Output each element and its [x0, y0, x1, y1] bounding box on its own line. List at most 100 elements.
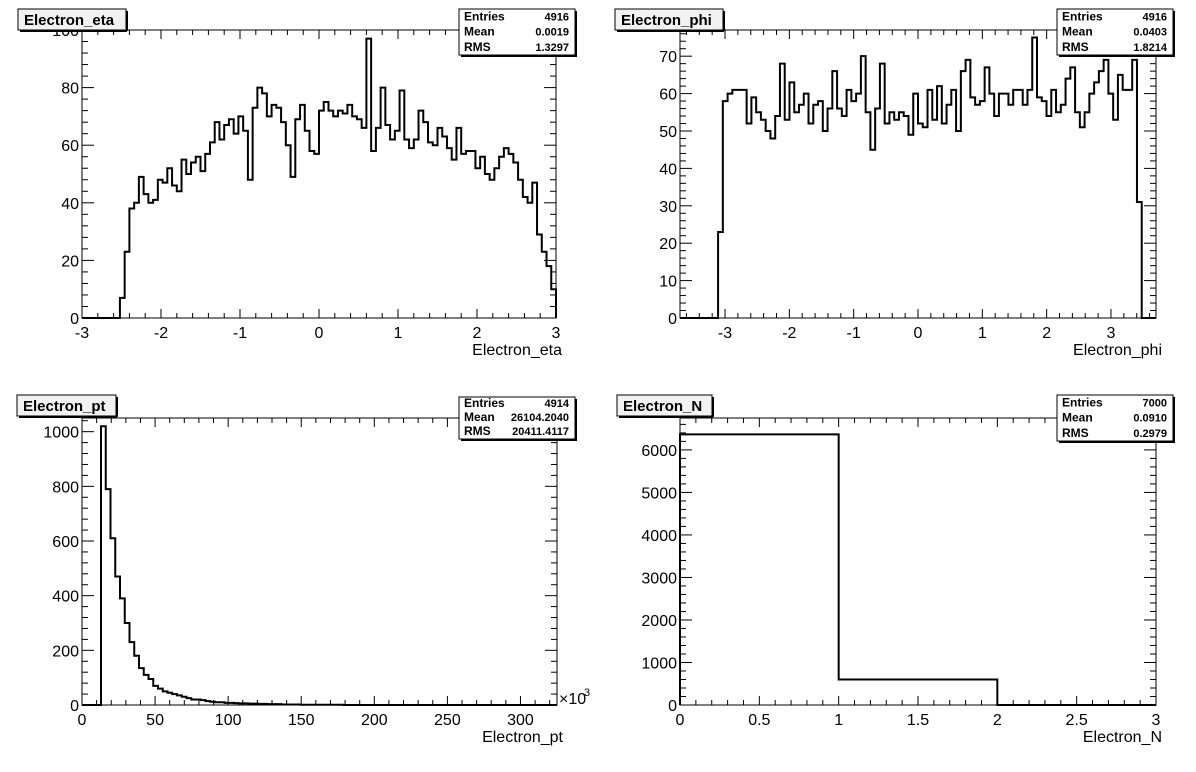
y-tick-label: 5000	[641, 485, 677, 502]
stats-mean-label: Mean	[1062, 411, 1093, 425]
stats-mean-value: 0.0019	[535, 27, 569, 39]
stats-rms-value: 0.2979	[1133, 428, 1167, 440]
y-tick-label: 20	[659, 236, 677, 253]
y-tick-label: 0	[668, 311, 677, 328]
x-axis-label: Electron_pt	[482, 729, 563, 746]
histogram-panel-electron-n: 0 0.5 1 1.5 2 2.5 3 0 1000 2000 3000 4000 5000 6000 El…	[616, 394, 1175, 746]
y-tick-label: 0	[70, 698, 79, 715]
y-tick-label: 1000	[43, 425, 79, 442]
x-tick-label: -1	[847, 325, 861, 342]
y-tick-label: 20	[61, 253, 79, 270]
y-tick-label: 4000	[641, 528, 677, 545]
x-tick-label: -1	[233, 325, 247, 342]
stats-mean-label: Mean	[464, 25, 495, 39]
stats-entries-value: 7000	[1143, 397, 1167, 409]
stats-box-shadow	[1059, 397, 1175, 443]
x-tick-label: 200	[361, 712, 388, 729]
plot-frame	[81, 417, 558, 706]
stats-box	[1056, 394, 1174, 442]
y-tick-label: 200	[52, 643, 79, 660]
histogram-line	[680, 36, 1156, 319]
x-axis-label: Electron_eta	[472, 342, 562, 359]
x-tick-label: 1	[394, 325, 403, 342]
y-tick-label: 80	[61, 81, 79, 98]
x-tick-label: 150	[288, 712, 315, 729]
x-axis-label: Electron_N	[1083, 729, 1162, 746]
x-tick-label: 0.5	[748, 712, 770, 729]
x-tick-label: -3	[718, 325, 732, 342]
stats-rms-value: 1.3297	[535, 42, 569, 54]
chart-title: Electron_pt	[23, 398, 106, 415]
stats-entries-value: 4916	[545, 11, 569, 23]
y-tick-label: 50	[659, 124, 677, 141]
histogram-panel-electron-pt: 0 50 100 150 200 250 300 0 200 400 600 800 1000 Elect…	[16, 394, 590, 746]
stats-entries-label: Entries	[1062, 9, 1103, 23]
stats-rms-value: 20411.4117	[512, 426, 569, 438]
histogram-panel-electron-phi: -3 -2 -1 0 1 2 3010203040506070Electron_phiEle…	[614, 8, 1175, 359]
y-tick-label: 400	[52, 589, 79, 606]
y-tick-label: 40	[61, 196, 79, 213]
y-tick-label: 2000	[641, 613, 677, 630]
chart-title: Electron_phi	[621, 12, 712, 29]
x-tick-label: 0	[315, 325, 324, 342]
plot-frame	[679, 417, 1157, 706]
histogram-line	[679, 433, 1156, 706]
stats-rms-label: RMS	[1062, 426, 1089, 440]
stats-mean-value: 26104.2040	[511, 412, 569, 424]
x-tick-label: 0	[78, 712, 87, 729]
histogram-line	[82, 425, 557, 706]
x-tick-label: -2	[154, 325, 168, 342]
x-axis-label: Electron_phi	[1073, 342, 1162, 359]
x-tick-label: 2.5	[1066, 712, 1088, 729]
stats-rms-label: RMS	[464, 40, 491, 54]
y-tick-label: 0	[668, 698, 677, 715]
y-tick-label: 600	[52, 534, 79, 551]
stats-box	[1056, 8, 1174, 56]
x-tick-label: 2	[473, 325, 482, 342]
stats-box	[458, 8, 576, 56]
chart-title: Electron_eta	[24, 12, 115, 29]
stats-entries-label: Entries	[1062, 395, 1103, 409]
x-tick-label: 3	[552, 325, 561, 342]
y-tick-label: 6000	[641, 443, 677, 460]
stats-entries-label: Entries	[464, 396, 505, 410]
x-tick-label: 1	[978, 325, 987, 342]
stats-entries-value: 4916	[1143, 11, 1167, 23]
stats-rms-label: RMS	[464, 424, 491, 438]
x-tick-label: 2	[993, 712, 1002, 729]
x-axis-multiplier: ×10	[559, 691, 586, 708]
histogram-panel-electron-eta: -3-2-10123020406080100Electron_etaElectr…	[17, 8, 577, 359]
y-tick-label: 60	[659, 87, 677, 104]
y-tick-label: 800	[52, 479, 79, 496]
stats-rms-label: RMS	[1062, 40, 1089, 54]
x-tick-label: 1	[834, 712, 843, 729]
stats-rms-value: 1.8214	[1133, 42, 1168, 54]
stats-box	[458, 396, 576, 440]
stats-entries-value: 4914	[545, 398, 570, 410]
stats-mean-value: 0.0910	[1133, 413, 1167, 425]
y-tick-label: 40	[659, 161, 677, 178]
plot-frame	[679, 29, 1157, 319]
x-tick-label: 1.5	[907, 712, 929, 729]
x-tick-label: 50	[146, 712, 164, 729]
y-tick-label: 70	[659, 49, 677, 66]
x-tick-label: -3	[75, 325, 89, 342]
x-tick-label: 100	[215, 712, 242, 729]
histogram-line	[82, 37, 557, 319]
stats-mean-value: 0.0403	[1133, 27, 1167, 39]
y-tick-label: 0	[70, 311, 79, 328]
stats-mean-label: Mean	[464, 410, 495, 424]
y-tick-label: 60	[61, 138, 79, 155]
y-tick-label: 1000	[641, 655, 677, 672]
x-tick-label: 0	[676, 712, 685, 729]
y-tick-label: 3000	[641, 570, 677, 587]
stats-box-shadow	[461, 11, 577, 57]
x-tick-label: 0	[914, 325, 923, 342]
x-tick-label: 250	[434, 712, 461, 729]
chart-title: Electron_N	[623, 398, 702, 415]
y-tick-label: 30	[659, 199, 677, 216]
x-axis-multiplier-exponent: 3	[584, 687, 590, 699]
y-tick-label: 10	[659, 274, 677, 291]
x-tick-label: 300	[507, 712, 534, 729]
